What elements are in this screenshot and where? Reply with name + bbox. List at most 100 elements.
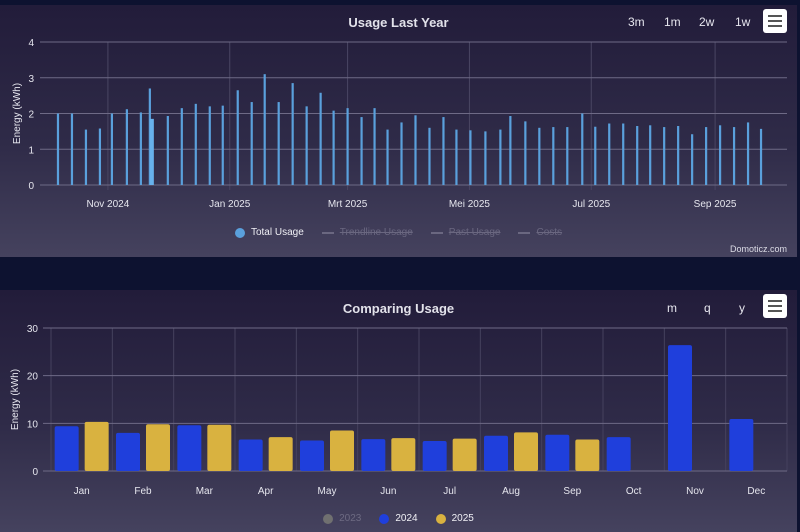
usage-bar xyxy=(125,109,128,185)
credit-link[interactable]: Domoticz.com xyxy=(729,244,787,254)
legend-item-trendline-usage[interactable]: Trendline Usage xyxy=(321,227,413,238)
usage-bar xyxy=(194,103,197,185)
legend-dot-icon xyxy=(379,513,390,524)
usage-bar xyxy=(428,127,431,185)
usage-bar xyxy=(180,108,183,185)
usage-bar xyxy=(84,129,88,185)
legend-item-2025[interactable]: 2025 xyxy=(435,513,474,524)
x-tick-label: Nov xyxy=(686,486,704,497)
x-tick-label: Jul 2025 xyxy=(572,199,610,210)
range-button-year[interactable]: y xyxy=(739,301,745,315)
usage-bar xyxy=(677,126,680,185)
y-tick-label: 0 xyxy=(32,467,38,478)
bar-2024 xyxy=(54,426,79,471)
legend-dot-icon xyxy=(234,227,245,238)
chart-legend: Total Usage Trendline Usage Past Usage C… xyxy=(0,227,797,238)
usage-bar xyxy=(622,123,625,185)
hamburger-menu-icon xyxy=(768,15,782,17)
bar-2024 xyxy=(361,439,386,471)
usage-bar xyxy=(277,102,280,185)
legend-item-2023[interactable]: 2023 xyxy=(323,513,361,524)
usage-bar xyxy=(455,129,458,185)
usage-bar xyxy=(524,121,527,185)
usage-last-year-chart: Nov 2024 Jan 2025 Mrt 2025 Mei 2025 Jul 2025… xyxy=(12,38,787,210)
usage-bar xyxy=(208,106,211,185)
usage-bar xyxy=(594,126,597,185)
usage-bar xyxy=(373,108,376,185)
x-tick-label: May xyxy=(318,486,337,497)
usage-bar xyxy=(759,128,763,185)
legend-item-total-usage[interactable]: Total Usage xyxy=(234,227,304,238)
usage-bar xyxy=(139,112,142,185)
range-button-quarter[interactable]: q xyxy=(704,301,711,315)
bar-2024 xyxy=(177,425,202,471)
chart-menu-button[interactable] xyxy=(763,9,787,33)
bar-2025 xyxy=(146,424,170,471)
range-button-month[interactable]: m xyxy=(667,301,677,315)
chart-legend: 2023 2024 2025 xyxy=(0,513,797,524)
usage-bar xyxy=(221,105,224,185)
x-tick-label: Jul xyxy=(443,486,456,497)
usage-bar xyxy=(98,128,102,185)
bar-2025 xyxy=(514,432,538,471)
legend-item-costs[interactable]: Costs xyxy=(518,227,562,238)
usage-last-year-panel: Usage Last Year 3m 1m 2w 1w Nov 2024 Jan … xyxy=(0,5,797,257)
x-tick-label: Jun xyxy=(380,486,396,497)
legend-dot-icon xyxy=(323,513,334,524)
x-tick-label: Sep xyxy=(563,486,581,497)
legend-line-icon xyxy=(518,231,531,234)
usage-bar xyxy=(718,125,722,185)
x-tick-label: Aug xyxy=(502,486,520,497)
bar-2024 xyxy=(484,435,508,471)
usage-bar xyxy=(110,113,114,185)
y-tick-label: 2 xyxy=(28,110,34,121)
bar-2024 xyxy=(238,439,263,471)
bar-2025 xyxy=(330,430,354,471)
legend-label: 2024 xyxy=(395,513,418,524)
range-button-3m[interactable]: 3m xyxy=(628,15,645,29)
comparing-usage-chart: 0 10 20 30 Energy (kWh) Jan Feb Mar Apr May Jun Jul… xyxy=(10,324,788,497)
usage-bar xyxy=(608,123,611,185)
y-tick-label: 1 xyxy=(28,145,34,156)
y-tick-label: 3 xyxy=(28,74,34,85)
x-tick-label: Jan 2025 xyxy=(209,199,251,210)
bar-2025 xyxy=(452,438,477,471)
legend-label: Trendline Usage xyxy=(339,227,413,238)
usage-bar xyxy=(386,129,389,185)
usage-bar xyxy=(469,130,472,185)
usage-bar xyxy=(250,102,253,185)
bar-2024 xyxy=(300,440,324,471)
usage-bar xyxy=(360,117,363,185)
chart-menu-button[interactable] xyxy=(763,294,787,318)
usage-bar xyxy=(263,74,266,185)
usage-bar xyxy=(56,113,60,185)
bar-2025 xyxy=(84,421,109,471)
x-tick-label: Sep 2025 xyxy=(694,199,737,210)
usage-bar xyxy=(636,126,639,185)
usage-bar xyxy=(166,116,169,185)
usage-bar xyxy=(400,122,403,185)
usage-bar xyxy=(581,113,584,185)
bar-2024 xyxy=(116,432,140,471)
usage-bar xyxy=(538,127,541,185)
bar-2025 xyxy=(268,437,293,471)
range-button-1m[interactable]: 1m xyxy=(664,15,681,29)
range-button-1w[interactable]: 1w xyxy=(735,15,751,29)
chart-title: Usage Last Year xyxy=(348,15,449,30)
usage-bar xyxy=(291,83,294,185)
usage-bar xyxy=(746,122,750,185)
legend-label: Total Usage xyxy=(250,227,304,238)
usage-bar xyxy=(509,116,512,185)
usage-bar xyxy=(566,127,569,185)
range-button-2w[interactable]: 2w xyxy=(699,15,715,29)
bar-2025 xyxy=(391,438,416,471)
legend-item-past-usage[interactable]: Past Usage xyxy=(430,227,500,238)
usage-bar xyxy=(305,106,308,185)
bar-2025 xyxy=(575,439,600,471)
bar-2024 xyxy=(606,437,631,471)
legend-item-2024[interactable]: 2024 xyxy=(379,513,418,524)
y-tick-label: 30 xyxy=(27,324,39,335)
x-tick-label: Nov 2024 xyxy=(87,199,130,210)
bar-2024 xyxy=(729,419,754,471)
bar-2024 xyxy=(422,440,447,471)
